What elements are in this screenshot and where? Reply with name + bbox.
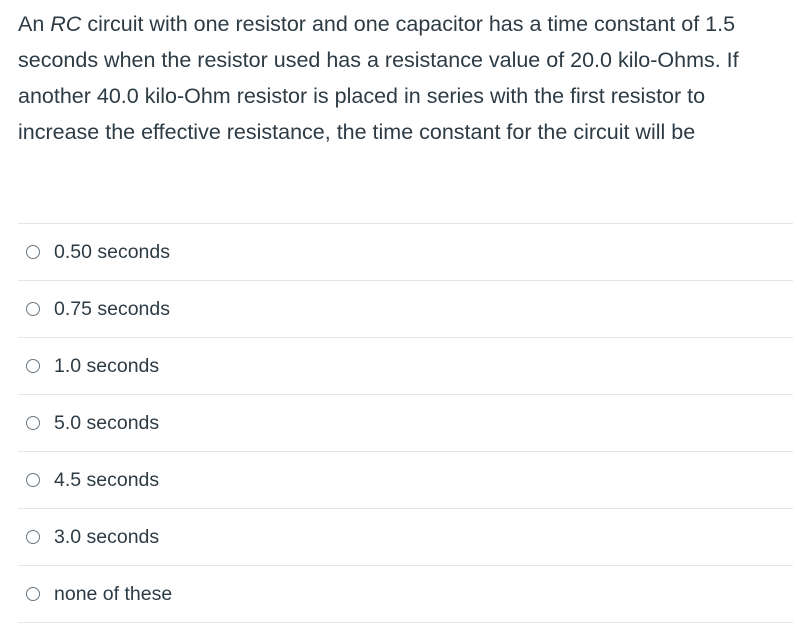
- answer-label: 1.0 seconds: [54, 354, 160, 377]
- answer-label: 4.5 seconds: [54, 468, 160, 491]
- radio-button[interactable]: [26, 473, 40, 487]
- radio-button[interactable]: [26, 359, 40, 373]
- answer-option-5[interactable]: 4.5 seconds: [18, 452, 793, 509]
- answer-option-4[interactable]: 5.0 seconds: [18, 395, 793, 452]
- answer-label: 3.0 seconds: [54, 525, 160, 548]
- radio-button[interactable]: [26, 587, 40, 601]
- answer-option-3[interactable]: 1.0 seconds: [18, 338, 793, 395]
- question-text: An RC circuit with one resistor and one …: [18, 6, 788, 150]
- answer-label: none of these: [54, 582, 173, 605]
- answer-list: 0.50 seconds 0.75 seconds 1.0 seconds 5.…: [18, 223, 793, 623]
- radio-button[interactable]: [26, 530, 40, 544]
- answer-label: 0.50 seconds: [54, 240, 171, 263]
- answer-option-6[interactable]: 3.0 seconds: [18, 509, 793, 566]
- question-emphasis: RC: [50, 12, 82, 36]
- answer-option-2[interactable]: 0.75 seconds: [18, 281, 793, 338]
- radio-button[interactable]: [26, 245, 40, 259]
- question-prefix: An: [18, 12, 51, 36]
- question-body: circuit with one resistor and one capaci…: [18, 12, 739, 144]
- radio-button[interactable]: [26, 302, 40, 316]
- answer-label: 0.75 seconds: [54, 297, 171, 320]
- answer-option-1[interactable]: 0.50 seconds: [18, 224, 793, 281]
- radio-button[interactable]: [26, 416, 40, 430]
- answer-option-7[interactable]: none of these: [18, 566, 793, 623]
- answer-label: 5.0 seconds: [54, 411, 160, 434]
